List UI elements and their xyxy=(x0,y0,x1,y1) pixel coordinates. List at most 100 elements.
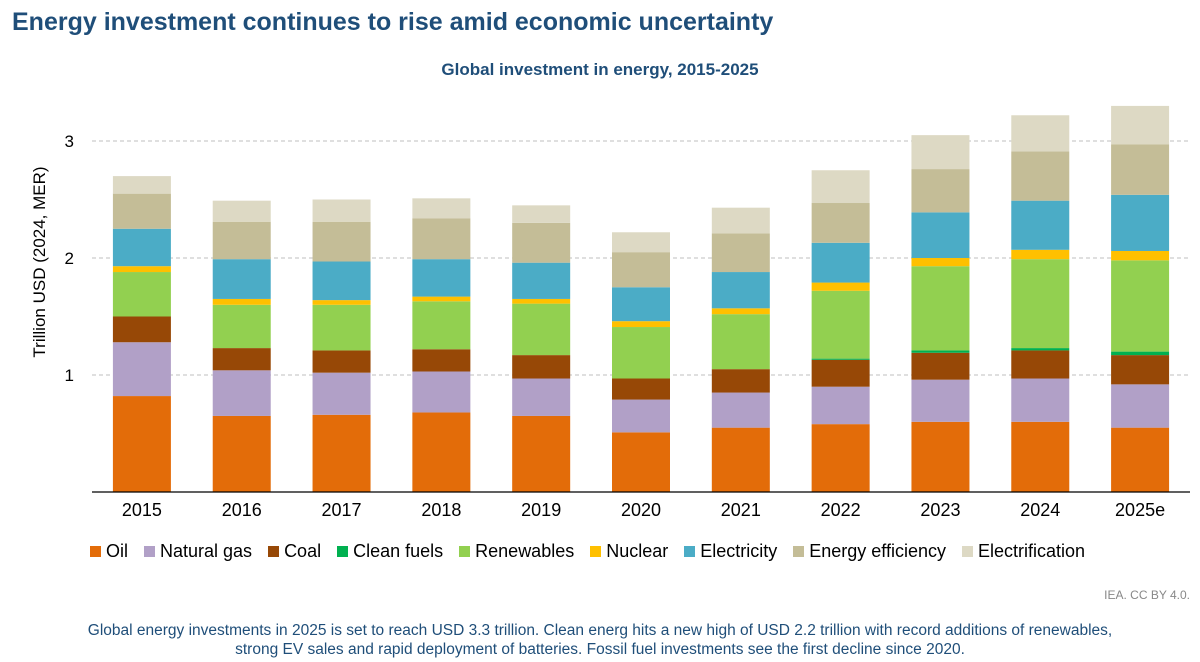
x-tick-label: 2016 xyxy=(222,500,262,520)
legend-label: Nuclear xyxy=(606,540,669,561)
bar-natural-gas xyxy=(312,372,371,415)
bar-renewables xyxy=(1011,259,1070,349)
legend-swatch xyxy=(962,545,974,557)
bar-energy-efficiency xyxy=(811,203,870,243)
bar-electrification xyxy=(412,198,471,219)
bar-oil xyxy=(212,415,271,492)
bar-electrification xyxy=(612,232,670,253)
bar-energy-efficiency xyxy=(911,169,970,213)
bar-renewables xyxy=(911,266,970,351)
bar-electrification xyxy=(212,200,271,222)
bar-oil xyxy=(1011,421,1070,492)
bar-energy-efficiency xyxy=(112,193,171,229)
bar-energy-efficiency xyxy=(512,222,571,263)
x-tick-label: 2021 xyxy=(721,500,761,520)
legend-label: Oil xyxy=(106,540,128,561)
bar-energy-efficiency xyxy=(612,252,670,288)
bar-coal xyxy=(512,355,571,379)
legend-item: Coal xyxy=(268,541,321,562)
chart-title: Global investment in energy, 2015-2025 xyxy=(441,60,759,79)
bar-nuclear xyxy=(112,266,171,273)
bar-coal xyxy=(212,348,271,371)
bar-electrification xyxy=(811,170,870,204)
legend-label: Natural gas xyxy=(160,540,253,561)
bar-coal xyxy=(112,316,171,343)
legend-swatch xyxy=(337,545,349,557)
legend-item: Electrification xyxy=(962,541,1085,562)
bar-natural-gas xyxy=(512,378,571,416)
bar-clean-fuels xyxy=(1011,348,1070,351)
bar-natural-gas xyxy=(612,399,670,433)
y-tick-label: 3 xyxy=(65,132,74,151)
bar-coal xyxy=(312,350,371,373)
legend-label: Renewables xyxy=(475,540,575,561)
legend-label: Coal xyxy=(284,540,322,561)
x-tick-label: 2019 xyxy=(521,500,561,520)
bar-oil xyxy=(711,427,770,492)
caption: Global energy investments in 2025 is set… xyxy=(0,621,1200,659)
bar-natural-gas xyxy=(911,379,970,422)
bar-renewables xyxy=(512,303,571,356)
bar-energy-efficiency xyxy=(212,221,271,260)
bar-coal xyxy=(412,349,471,372)
bar-electrification xyxy=(312,199,371,222)
legend-item: Oil xyxy=(90,541,128,562)
bar-oil xyxy=(512,415,571,492)
bar-electricity xyxy=(1111,194,1170,251)
headline: Energy investment continues to rise amid… xyxy=(12,8,774,36)
legend-swatch xyxy=(684,545,696,557)
legend-item: Natural gas xyxy=(144,541,252,562)
bar-natural-gas xyxy=(811,386,870,425)
legend-label: Energy efficiency xyxy=(809,540,947,561)
bar-coal xyxy=(911,352,970,380)
bar-energy-efficiency xyxy=(312,221,371,262)
bar-clean-fuels xyxy=(911,350,970,353)
bar-natural-gas xyxy=(412,371,471,413)
bar-oil xyxy=(911,421,970,492)
bar-oil xyxy=(412,412,471,492)
legend-label: Electricity xyxy=(700,540,778,561)
x-tick-label: 2025e xyxy=(1115,500,1165,520)
legend-swatch xyxy=(268,545,280,557)
bar-renewables xyxy=(412,301,471,350)
bar-nuclear xyxy=(1011,249,1070,260)
x-tick-label: 2017 xyxy=(322,500,362,520)
bar-natural-gas xyxy=(1011,378,1070,422)
chart-plot: 1 2 3 2015 2016 2017 2018 2019 2020 2021 2022 2023 2… xyxy=(65,105,1190,520)
x-tick-label: 2015 xyxy=(122,500,162,520)
bar-electrification xyxy=(512,205,571,223)
bar-electricity xyxy=(1011,200,1070,250)
bar-oil xyxy=(1111,427,1170,492)
bar-clean-fuels xyxy=(811,358,870,360)
bar-natural-gas xyxy=(711,392,770,428)
bar-electricity xyxy=(312,261,371,301)
bar-energy-efficiency xyxy=(1111,144,1170,195)
bar-electricity xyxy=(811,242,870,283)
legend-item: Nuclear xyxy=(590,541,668,562)
caption-line-2: strong EV sales and rapid deployment of … xyxy=(235,641,965,658)
bar-nuclear xyxy=(1111,250,1170,261)
legend-swatch xyxy=(793,545,805,557)
bar-oil xyxy=(312,414,371,492)
legend-label: Clean fuels xyxy=(353,540,444,561)
x-tick-label: 2024 xyxy=(1020,500,1060,520)
bar-renewables xyxy=(811,290,870,359)
bar-nuclear xyxy=(911,258,970,267)
bar-electricity xyxy=(612,287,670,322)
bar-oil xyxy=(811,424,870,492)
bar-electrification xyxy=(911,135,970,170)
legend-item: Clean fuels xyxy=(337,541,443,562)
bar-clean-fuels xyxy=(1111,351,1170,356)
bar-electricity xyxy=(212,259,271,299)
bar-natural-gas xyxy=(1111,384,1170,428)
bar-nuclear xyxy=(312,300,371,305)
legend-label: Electrification xyxy=(978,540,1086,561)
bar-electricity xyxy=(512,262,571,299)
bar-electrification xyxy=(711,207,770,234)
bar-electricity xyxy=(711,272,770,309)
legend-swatch xyxy=(90,545,101,557)
bar-coal xyxy=(811,359,870,387)
bar-natural-gas xyxy=(112,342,171,397)
legend-item: Electricity xyxy=(684,541,777,562)
caption-line-1: Global energy investments in 2025 is set… xyxy=(87,622,1113,639)
